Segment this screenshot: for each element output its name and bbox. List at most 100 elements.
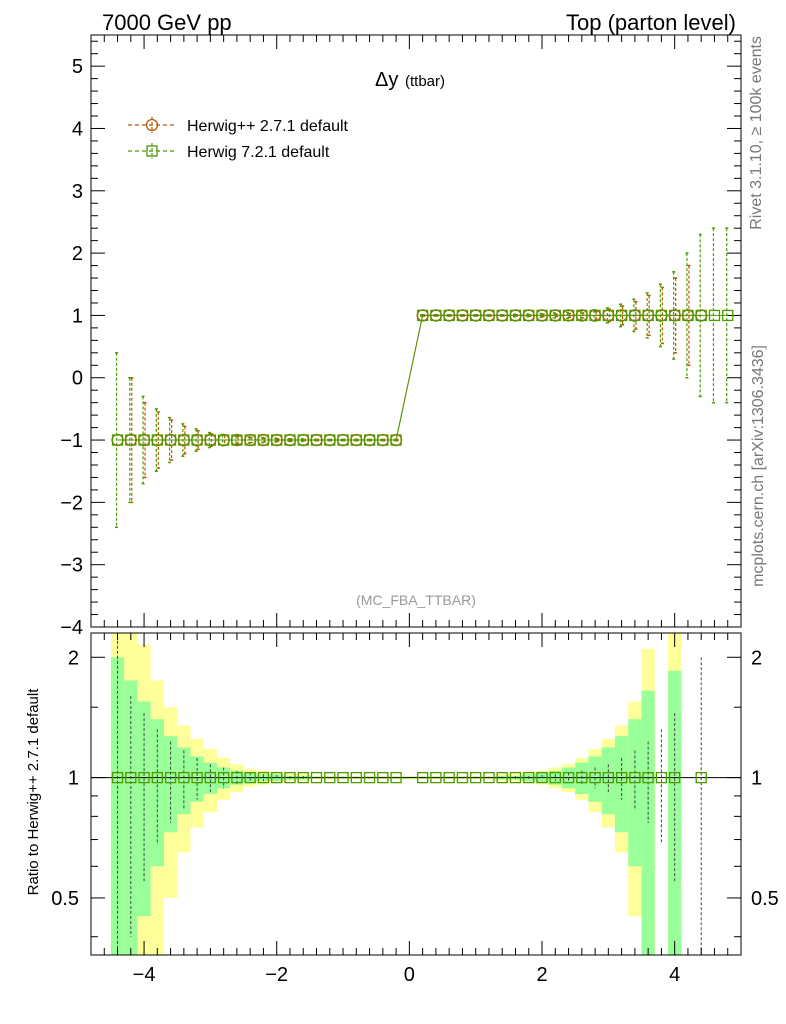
data-point-square <box>602 309 614 322</box>
ratio-point <box>191 771 203 784</box>
data-point-square <box>669 309 681 322</box>
ratio-point <box>297 771 309 784</box>
x-tick-label: −2 <box>265 964 288 986</box>
data-point-square <box>111 434 124 446</box>
data-point-square <box>244 434 256 446</box>
ratio-point <box>164 771 177 784</box>
main-y-tick-label: −1 <box>60 430 83 452</box>
ratio-point <box>496 771 508 784</box>
data-point-square <box>218 434 230 446</box>
ratio-plot-panel: 0.5 0.5 1 1 2 2 −4 −2 0 2 4 <box>51 632 779 986</box>
data-point-square <box>615 309 628 322</box>
data-point-square <box>629 309 641 322</box>
data-point-square <box>443 309 455 322</box>
ratio-point <box>629 771 641 784</box>
main-y-tick-label: 0 <box>72 368 83 390</box>
main-y-tick-label: 2 <box>72 243 83 265</box>
ratio-point <box>456 771 469 784</box>
main-y-tick-label: −4 <box>60 617 83 639</box>
legend-entry-herwigpp: Herwig++ 2.7.1 default <box>128 117 349 135</box>
main-frame <box>90 34 742 628</box>
ratio-y-tick-label: 2 <box>68 647 79 669</box>
main-y-tick-label: −2 <box>60 492 83 514</box>
ratio-point <box>231 771 243 784</box>
x-tick-label: −4 <box>133 964 156 986</box>
data-point-square <box>297 434 309 446</box>
ratio-y-tick-label-right: 2 <box>751 647 762 669</box>
ratio-point <box>536 771 548 784</box>
legend-label-herwig7: Herwig 7.2.1 default <box>187 144 330 161</box>
main-y-tick-label: −3 <box>60 555 83 577</box>
ratio-point <box>470 771 482 784</box>
data-point-square <box>642 309 654 322</box>
data-point-square <box>138 434 150 446</box>
data-point-square <box>271 434 283 446</box>
plot-title: Δy (ttbar) <box>375 69 445 91</box>
ratio-point <box>523 771 535 784</box>
data-point-square <box>509 309 522 322</box>
ratio-point <box>244 771 256 784</box>
legend-label-herwigpp: Herwig++ 2.7.1 default <box>187 118 349 135</box>
ratio-point <box>111 771 124 784</box>
ratio-band-green <box>150 719 164 867</box>
ratio-frame <box>90 632 742 956</box>
ratio-point <box>695 771 707 784</box>
legend-circle-marker <box>145 118 159 132</box>
ratio-point <box>257 771 270 784</box>
data-point-square <box>682 309 694 322</box>
data-point-square <box>310 434 323 446</box>
ratio-y-tick-label-right: 0.5 <box>751 888 779 910</box>
ratio-point <box>576 771 588 784</box>
x-tick-label: 4 <box>669 964 680 986</box>
legend: Herwig++ 2.7.1 default Herwig 7.2.1 defa… <box>128 117 349 161</box>
main-y-tick-label: 1 <box>72 305 83 327</box>
main-y-tick-label: 5 <box>72 56 83 78</box>
plot-title-main: Δy <box>375 69 398 91</box>
ratio-band-green <box>203 762 218 794</box>
ratio-point <box>615 771 628 784</box>
legend-square-marker <box>146 145 158 157</box>
main-plot-panel: −4 −3 −2 −1 0 1 2 3 4 5 <box>60 34 742 639</box>
ratio-point <box>509 771 522 784</box>
ratio-point <box>562 771 575 784</box>
ratio-point <box>125 771 137 784</box>
ratio-point <box>430 771 442 784</box>
ratio-point <box>204 771 217 784</box>
ratio-point <box>483 771 495 784</box>
data-point-square <box>191 434 203 446</box>
ratio-band-green <box>668 670 682 955</box>
data-point-square <box>164 434 177 446</box>
data-point-square <box>695 309 707 322</box>
data-point-square <box>708 309 721 322</box>
ratio-point <box>310 771 323 784</box>
data-point-square <box>483 309 495 322</box>
ratio-point <box>178 771 190 784</box>
ratio-point <box>416 771 429 784</box>
ratio-point <box>602 771 614 784</box>
ratio-y-tick-label-right: 1 <box>751 768 762 790</box>
ratio-point <box>284 771 296 784</box>
ratio-point <box>390 771 402 784</box>
data-point-square <box>363 434 376 446</box>
data-point-square <box>337 434 349 446</box>
ratio-point <box>271 771 283 784</box>
ratio-y-axis-label: Ratio to Herwig++ 2.7.1 default <box>25 688 42 896</box>
ratio-point <box>337 771 349 784</box>
ratio-point <box>218 771 230 784</box>
data-point-square <box>456 309 469 322</box>
mcplots-label: mcplots.cern.ch [arXiv:1306.3436] <box>750 345 767 587</box>
data-point-square <box>496 309 508 322</box>
data-point-square <box>284 434 296 446</box>
analysis-watermark: (MC_FBA_TTBAR) <box>356 592 476 608</box>
plot-title-sub: (ttbar) <box>405 73 445 90</box>
data-point-square <box>523 309 535 322</box>
data-point-square <box>416 309 429 322</box>
main-y-tick-label: 3 <box>72 181 83 203</box>
data-point-square <box>589 309 601 322</box>
data-point-square <box>257 434 270 446</box>
ratio-y-tick-label: 0.5 <box>51 888 79 910</box>
data-point-square <box>178 434 190 446</box>
data-point-square <box>470 309 482 322</box>
ratio-point <box>669 771 681 784</box>
